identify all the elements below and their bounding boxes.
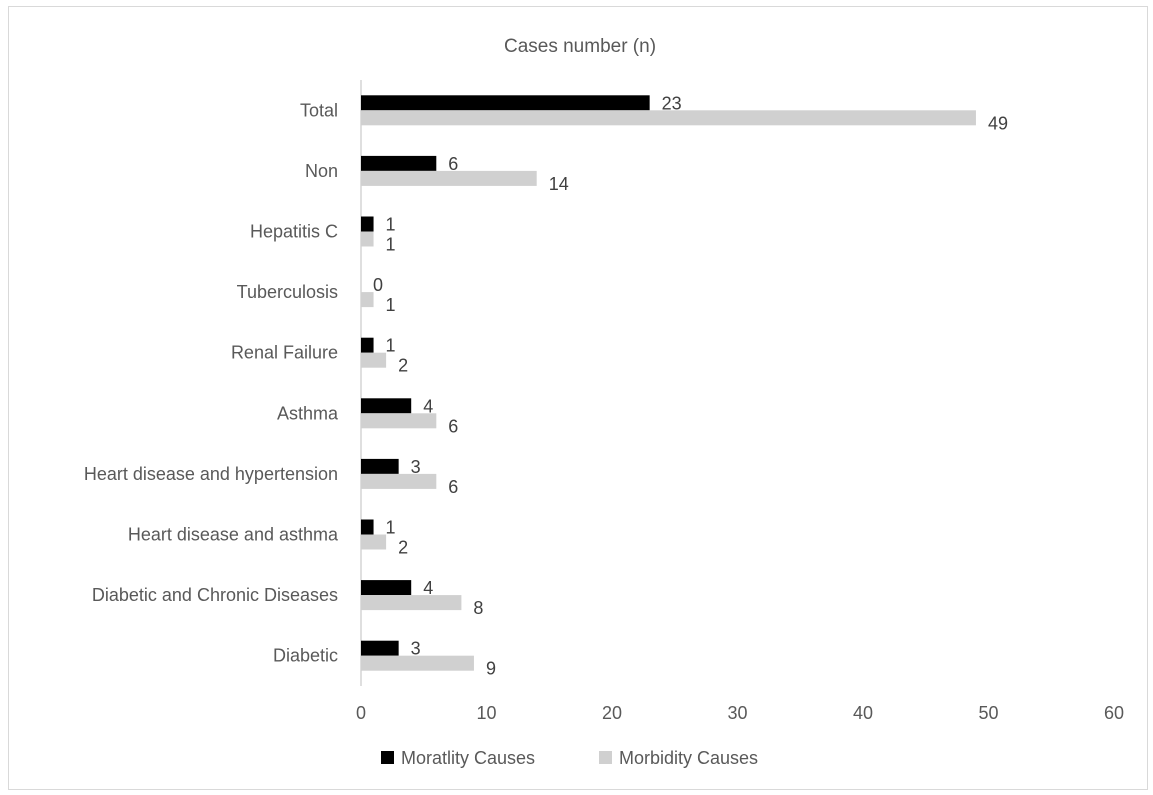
- x-tick-labels: 0 10 20 30 40 50 60: [356, 703, 1124, 723]
- data-label: 1: [386, 295, 396, 315]
- morbidity-bar: [361, 292, 374, 308]
- category-label: Renal Failure: [231, 343, 338, 363]
- category-label: Hepatitis C: [250, 222, 338, 242]
- data-label: 1: [386, 235, 396, 255]
- mortality-bar: [361, 580, 412, 596]
- bars: [361, 95, 976, 671]
- mortality-bar: [361, 519, 374, 535]
- x-tick-label: 0: [356, 703, 366, 723]
- chart-title: Cases number (n): [504, 36, 656, 57]
- data-label: 1: [386, 336, 396, 356]
- x-tick-label: 30: [727, 703, 747, 723]
- data-label: 1: [386, 215, 396, 235]
- legend-morbidity-swatch: [599, 751, 612, 764]
- mortality-bar: [361, 398, 412, 414]
- mortality-bar: [361, 95, 650, 111]
- data-label: 4: [423, 578, 433, 598]
- legend: Moratlity Causes Morbidity Causes: [381, 748, 758, 768]
- data-label: 23: [662, 93, 682, 113]
- x-tick-label: 10: [476, 703, 496, 723]
- category-labels: Diabetic Diabetic and Chronic Diseases Hea…: [84, 100, 339, 665]
- morbidity-bar: [361, 473, 437, 489]
- morbidity-bar: [361, 170, 537, 186]
- x-tick-label: 40: [853, 703, 873, 723]
- mortality-bar: [361, 458, 399, 474]
- mortality-bar: [361, 640, 399, 656]
- mortality-bar: [361, 155, 437, 171]
- morbidity-bar: [361, 110, 976, 126]
- category-label: Heart disease and hypertension: [84, 464, 338, 484]
- data-label: 49: [988, 113, 1008, 133]
- morbidity-bar: [361, 231, 374, 247]
- data-label: 3: [411, 457, 421, 477]
- data-label: 6: [448, 416, 458, 436]
- morbidity-bar: [361, 655, 474, 671]
- mortality-bar: [361, 337, 374, 353]
- data-label: 6: [448, 154, 458, 174]
- data-label: 3: [411, 639, 421, 659]
- legend-mortality-label: Moratlity Causes: [401, 748, 535, 768]
- morbidity-bar: [361, 413, 437, 429]
- data-label: 4: [423, 396, 433, 416]
- category-label: Asthma: [277, 403, 339, 423]
- category-label: Diabetic: [273, 646, 338, 666]
- legend-mortality-swatch: [381, 751, 394, 764]
- category-label: Heart disease and asthma: [128, 525, 339, 545]
- data-label: 1: [386, 518, 396, 538]
- category-label: Non: [305, 161, 338, 181]
- data-label: 2: [398, 538, 408, 558]
- data-label: 0: [373, 275, 383, 295]
- morbidity-bar: [361, 534, 387, 550]
- x-tick-label: 20: [602, 703, 622, 723]
- data-label: 14: [549, 174, 569, 194]
- category-label: Total: [300, 100, 338, 120]
- morbidity-bar: [361, 595, 462, 611]
- data-label: 6: [448, 477, 458, 497]
- morbidity-bar: [361, 352, 387, 368]
- data-label: 9: [486, 659, 496, 679]
- category-label: Diabetic and Chronic Diseases: [92, 585, 338, 605]
- data-label: 8: [473, 598, 483, 618]
- category-label: Tuberculosis: [237, 282, 338, 302]
- x-tick-label: 60: [1104, 703, 1124, 723]
- data-label: 2: [398, 356, 408, 376]
- legend-morbidity-label: Morbidity Causes: [619, 748, 758, 768]
- chart-frame: [8, 6, 1148, 790]
- mortality-bar: [361, 216, 374, 232]
- x-tick-label: 50: [978, 703, 998, 723]
